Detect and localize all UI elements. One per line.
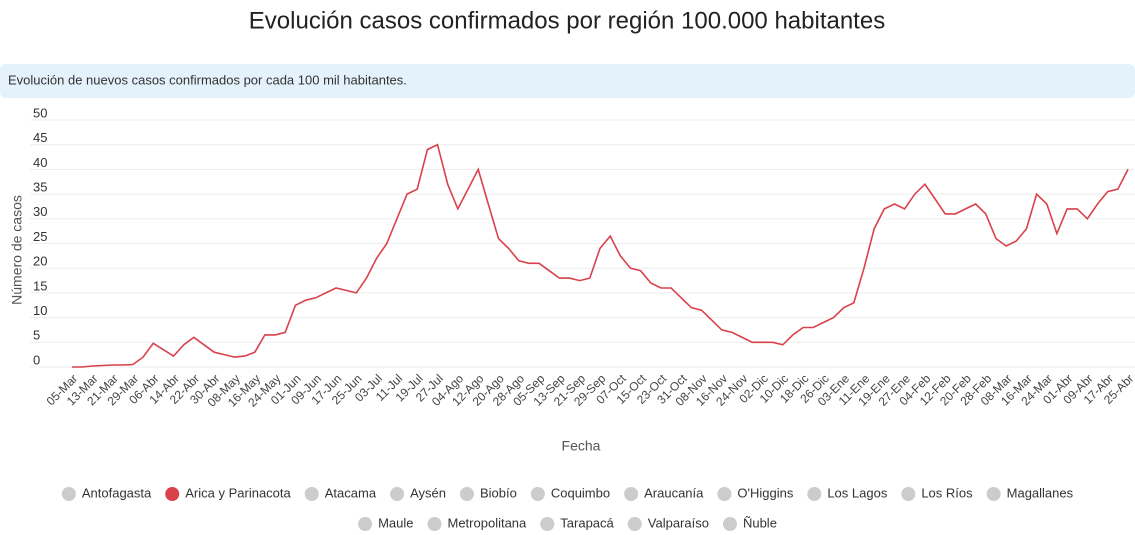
legend-label: Aysén <box>410 485 446 500</box>
legend-item[interactable]: O'Higgins <box>717 485 794 501</box>
legend-item[interactable]: Metropolitana <box>427 515 528 531</box>
legend-label: Los Lagos <box>827 485 887 500</box>
legend-swatch <box>358 517 373 531</box>
legend-label: Metropolitana <box>448 515 528 530</box>
legend-label: Tarapacá <box>560 515 614 530</box>
legend-label: Araucanía <box>644 485 704 500</box>
y-tick-label: 15 <box>33 278 47 293</box>
legend-swatch <box>627 517 642 531</box>
legend-swatch <box>717 487 732 501</box>
legend-item[interactable]: Los Ríos <box>901 485 973 501</box>
y-tick-label: 25 <box>33 229 47 244</box>
y-tick-label: 50 <box>33 105 47 120</box>
legend-label: O'Higgins <box>737 485 793 500</box>
legend-item[interactable]: Magallanes <box>986 485 1074 501</box>
legend-label: Atacama <box>325 485 377 500</box>
legend-swatch <box>901 487 916 501</box>
legend-swatch <box>624 487 639 501</box>
legend-item[interactable]: Tarapacá <box>540 515 615 531</box>
legend-label: Biobío <box>480 485 517 500</box>
legend-item[interactable]: Atacama <box>304 485 377 501</box>
y-axis-label: Número de casos <box>9 195 25 305</box>
legend-swatch <box>165 487 180 501</box>
legend-item[interactable]: Arica y Parinacota <box>165 485 292 501</box>
subtitle-box <box>0 64 1135 98</box>
legend-row: Antofagasta Arica y Parinacota Atacama Aysé… <box>61 485 1074 501</box>
legend-item[interactable]: Araucanía <box>624 485 704 501</box>
legend-item[interactable]: Los Lagos <box>807 485 888 501</box>
legend-swatch <box>304 487 319 501</box>
legend-swatch <box>722 517 737 531</box>
legend-item[interactable]: Ñuble <box>722 515 777 531</box>
legend-label: Ñuble <box>743 515 777 530</box>
legend-item[interactable]: Coquimbo <box>530 485 610 501</box>
legend-label: Antofagasta <box>82 485 152 500</box>
legend-item[interactable]: Maule <box>358 515 414 531</box>
legend-item[interactable]: Aysén <box>390 485 446 501</box>
legend-label: Los Ríos <box>921 485 973 500</box>
chart-subtitle: Evolución de nuevos casos confirmados po… <box>8 72 407 87</box>
legend-item[interactable]: Biobío <box>459 485 517 501</box>
legend-item[interactable]: Valparaíso <box>627 515 709 531</box>
x-axis-label: Fecha <box>562 438 601 454</box>
legend-row: Maule Metropolitana Tarapacá Valparaíso Ñubl… <box>358 515 777 531</box>
legend-swatch <box>459 487 474 501</box>
y-tick-label: 0 <box>33 352 40 367</box>
y-tick-label: 30 <box>33 204 47 219</box>
legend-label: Arica y Parinacota <box>185 485 291 500</box>
chart-title: Evolución casos confirmados por región 1… <box>249 7 885 34</box>
legend-swatch <box>807 487 822 501</box>
legend-label: Valparaíso <box>648 515 709 530</box>
y-tick-label: 5 <box>33 328 40 343</box>
y-tick-label: 20 <box>33 254 47 269</box>
legend-swatch <box>61 487 76 501</box>
legend-label: Maule <box>378 515 413 530</box>
legend-swatch <box>540 517 555 531</box>
y-tick-label: 45 <box>33 130 47 145</box>
legend-swatch <box>530 487 545 501</box>
legend-label: Magallanes <box>1007 485 1074 500</box>
legend-label: Coquimbo <box>551 485 610 500</box>
y-tick-label: 35 <box>33 180 47 195</box>
legend-swatch <box>986 487 1001 501</box>
legend-item[interactable]: Antofagasta <box>61 485 152 501</box>
y-tick-label: 40 <box>33 155 47 170</box>
y-tick-label: 10 <box>33 303 47 318</box>
legend-swatch <box>427 517 442 531</box>
data-line <box>72 143 1129 368</box>
legend-swatch <box>390 487 405 501</box>
